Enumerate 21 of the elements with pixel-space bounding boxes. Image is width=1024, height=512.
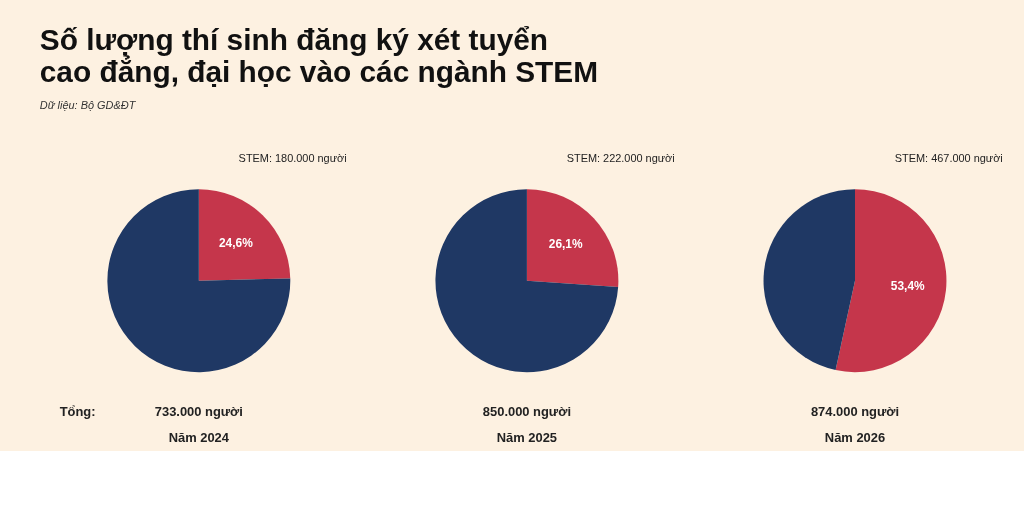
text: STEM: 180.000 người — [238, 152, 347, 165]
text: 733.000 người — [154, 403, 243, 419]
pie-slice — [198, 189, 291, 281]
text: Tổng: — [59, 403, 96, 419]
text: STEM: 222.000 người — [566, 152, 675, 165]
data-label: 24,6% — [218, 235, 254, 250]
text: Năm 2024 — [168, 429, 230, 445]
pie-slice — [107, 189, 291, 372]
pie-slice — [526, 189, 619, 287]
chart-title: Số lượng thí sinh đăng ký xét tuyển cao đẳng, đại học vào các ngành STEM — [39, 23, 599, 88]
text: Năm 2025 — [496, 429, 558, 445]
text: 874.000 người — [810, 403, 900, 419]
chart-subtitle: Dữ liệu: Bộ GD&ĐT — [39, 98, 137, 111]
data-label: 26,1% — [548, 237, 583, 252]
pie-slice — [835, 189, 947, 373]
text: STEM: 467.000 người — [894, 152, 1003, 165]
data-label: 53,4% — [890, 279, 926, 294]
pie-slice — [763, 189, 855, 371]
text: Năm 2026 — [824, 429, 886, 445]
pie-slice — [435, 189, 619, 373]
text: 850.000 người — [482, 403, 571, 419]
